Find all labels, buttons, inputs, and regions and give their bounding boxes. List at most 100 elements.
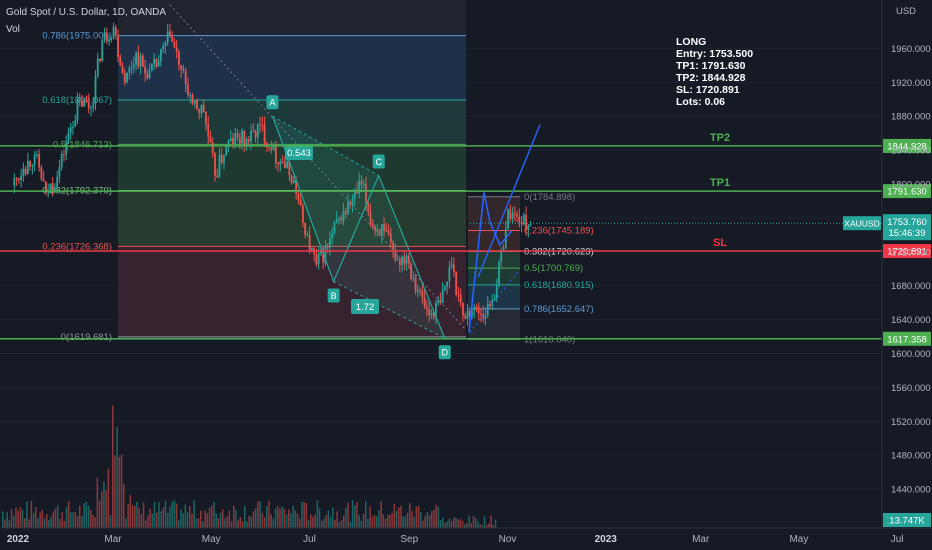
- candle-body: [29, 161, 32, 167]
- candle-body: [31, 164, 34, 167]
- candle-body: [198, 108, 201, 114]
- candle-body: [450, 264, 453, 268]
- volume-bar: [263, 517, 266, 528]
- volume-indicator-label: Vol: [6, 24, 20, 35]
- volume-bar: [184, 504, 187, 528]
- candle-body: [250, 130, 252, 142]
- pattern-point-label-c: C: [375, 157, 382, 167]
- candle-body: [502, 248, 505, 251]
- candle-body: [108, 39, 110, 42]
- candle-body: [509, 209, 512, 220]
- candle-body: [371, 223, 374, 227]
- candle-body: [63, 153, 65, 155]
- candle-body: [256, 123, 259, 138]
- volume-bar: [8, 520, 11, 528]
- volume-bar: [299, 518, 301, 528]
- candle-body: [511, 212, 514, 220]
- fib-label-right: 0(1784.898): [524, 192, 575, 203]
- candle-body: [189, 94, 192, 96]
- volume-bar: [343, 515, 345, 528]
- pattern-point-label-d: D: [441, 348, 448, 358]
- price-tick-label: 1920.000: [891, 78, 931, 89]
- candle-body: [396, 259, 399, 261]
- pattern-ratio-label: 0.543: [287, 148, 311, 159]
- fib-zone-right: [468, 230, 520, 252]
- candle-body: [90, 107, 92, 109]
- volume-bar: [393, 504, 396, 528]
- fib-zone-left: [118, 190, 466, 247]
- volume-bar: [479, 524, 481, 528]
- abcd-pattern-line: [271, 115, 446, 339]
- volume-bar: [125, 518, 127, 528]
- volume-bar: [314, 514, 316, 528]
- fib-label-right: 1(1616.640): [524, 334, 575, 345]
- candle-body: [144, 66, 146, 74]
- fib-zone-right: [468, 251, 520, 269]
- volume-bar: [169, 506, 171, 528]
- candle-body: [331, 232, 334, 239]
- candle-body: [340, 217, 343, 221]
- volume-bar: [444, 523, 446, 528]
- candle-body: [69, 127, 72, 134]
- volume-bar: [457, 519, 459, 528]
- projection-line: [477, 124, 541, 278]
- candle-body: [157, 61, 160, 67]
- volume-bar: [431, 511, 433, 528]
- pattern-point-badge: [327, 288, 340, 303]
- candle-body: [462, 302, 464, 316]
- candle-body: [441, 289, 444, 303]
- candle-body: [419, 289, 422, 291]
- volume-bar: [193, 500, 195, 528]
- volume-bar: [87, 505, 90, 528]
- trade-entry: Entry: 1753.500: [676, 48, 754, 60]
- volume-bar: [24, 518, 26, 528]
- volume-bar: [345, 507, 347, 528]
- volume-bar: [277, 506, 279, 528]
- volume-bar: [455, 517, 457, 528]
- volume-bar: [57, 505, 59, 528]
- candle-body: [464, 315, 467, 319]
- volume-bar: [472, 515, 475, 528]
- candle-body: [72, 126, 74, 128]
- candle-body: [484, 315, 487, 319]
- candle-body: [148, 70, 151, 79]
- candle-body: [137, 52, 140, 67]
- pattern-point-badge: [372, 154, 385, 169]
- candle-body: [392, 242, 394, 250]
- candle-body: [65, 142, 68, 155]
- candle-body: [360, 180, 363, 184]
- candle-body: [227, 141, 230, 146]
- volume-bar: [356, 501, 358, 528]
- candle-body: [99, 58, 101, 62]
- volume-bar: [118, 456, 121, 528]
- candle-body: [412, 278, 415, 280]
- volume-bar: [486, 525, 488, 528]
- volume-bar: [145, 520, 147, 528]
- volume-bar: [103, 481, 105, 528]
- current-price-label: 1753.760: [887, 217, 927, 228]
- volume-bar: [285, 514, 288, 528]
- candle-body: [20, 175, 23, 181]
- volume-bar: [250, 516, 253, 528]
- candle-body: [295, 179, 298, 194]
- candle-body: [33, 154, 36, 165]
- volume-bar: [92, 514, 94, 528]
- candle-body: [74, 120, 77, 127]
- candle-body: [132, 64, 135, 68]
- candle-body: [85, 98, 88, 103]
- volume-bar: [494, 519, 497, 528]
- candle-body: [234, 133, 237, 145]
- volume-bar: [13, 515, 15, 528]
- volume-bar: [395, 510, 398, 528]
- candle-body: [335, 218, 338, 223]
- volume-bar: [398, 507, 400, 528]
- fib-label-left: 0.5(1846.713): [53, 139, 112, 150]
- candle-body: [232, 138, 234, 145]
- candle-body: [128, 67, 131, 73]
- countdown-label: 15:46:39: [889, 228, 926, 239]
- candle-body: [387, 230, 390, 234]
- trade-sl: SL: 1720.891: [676, 84, 740, 96]
- candle-body: [175, 47, 178, 52]
- candle-body: [26, 161, 29, 175]
